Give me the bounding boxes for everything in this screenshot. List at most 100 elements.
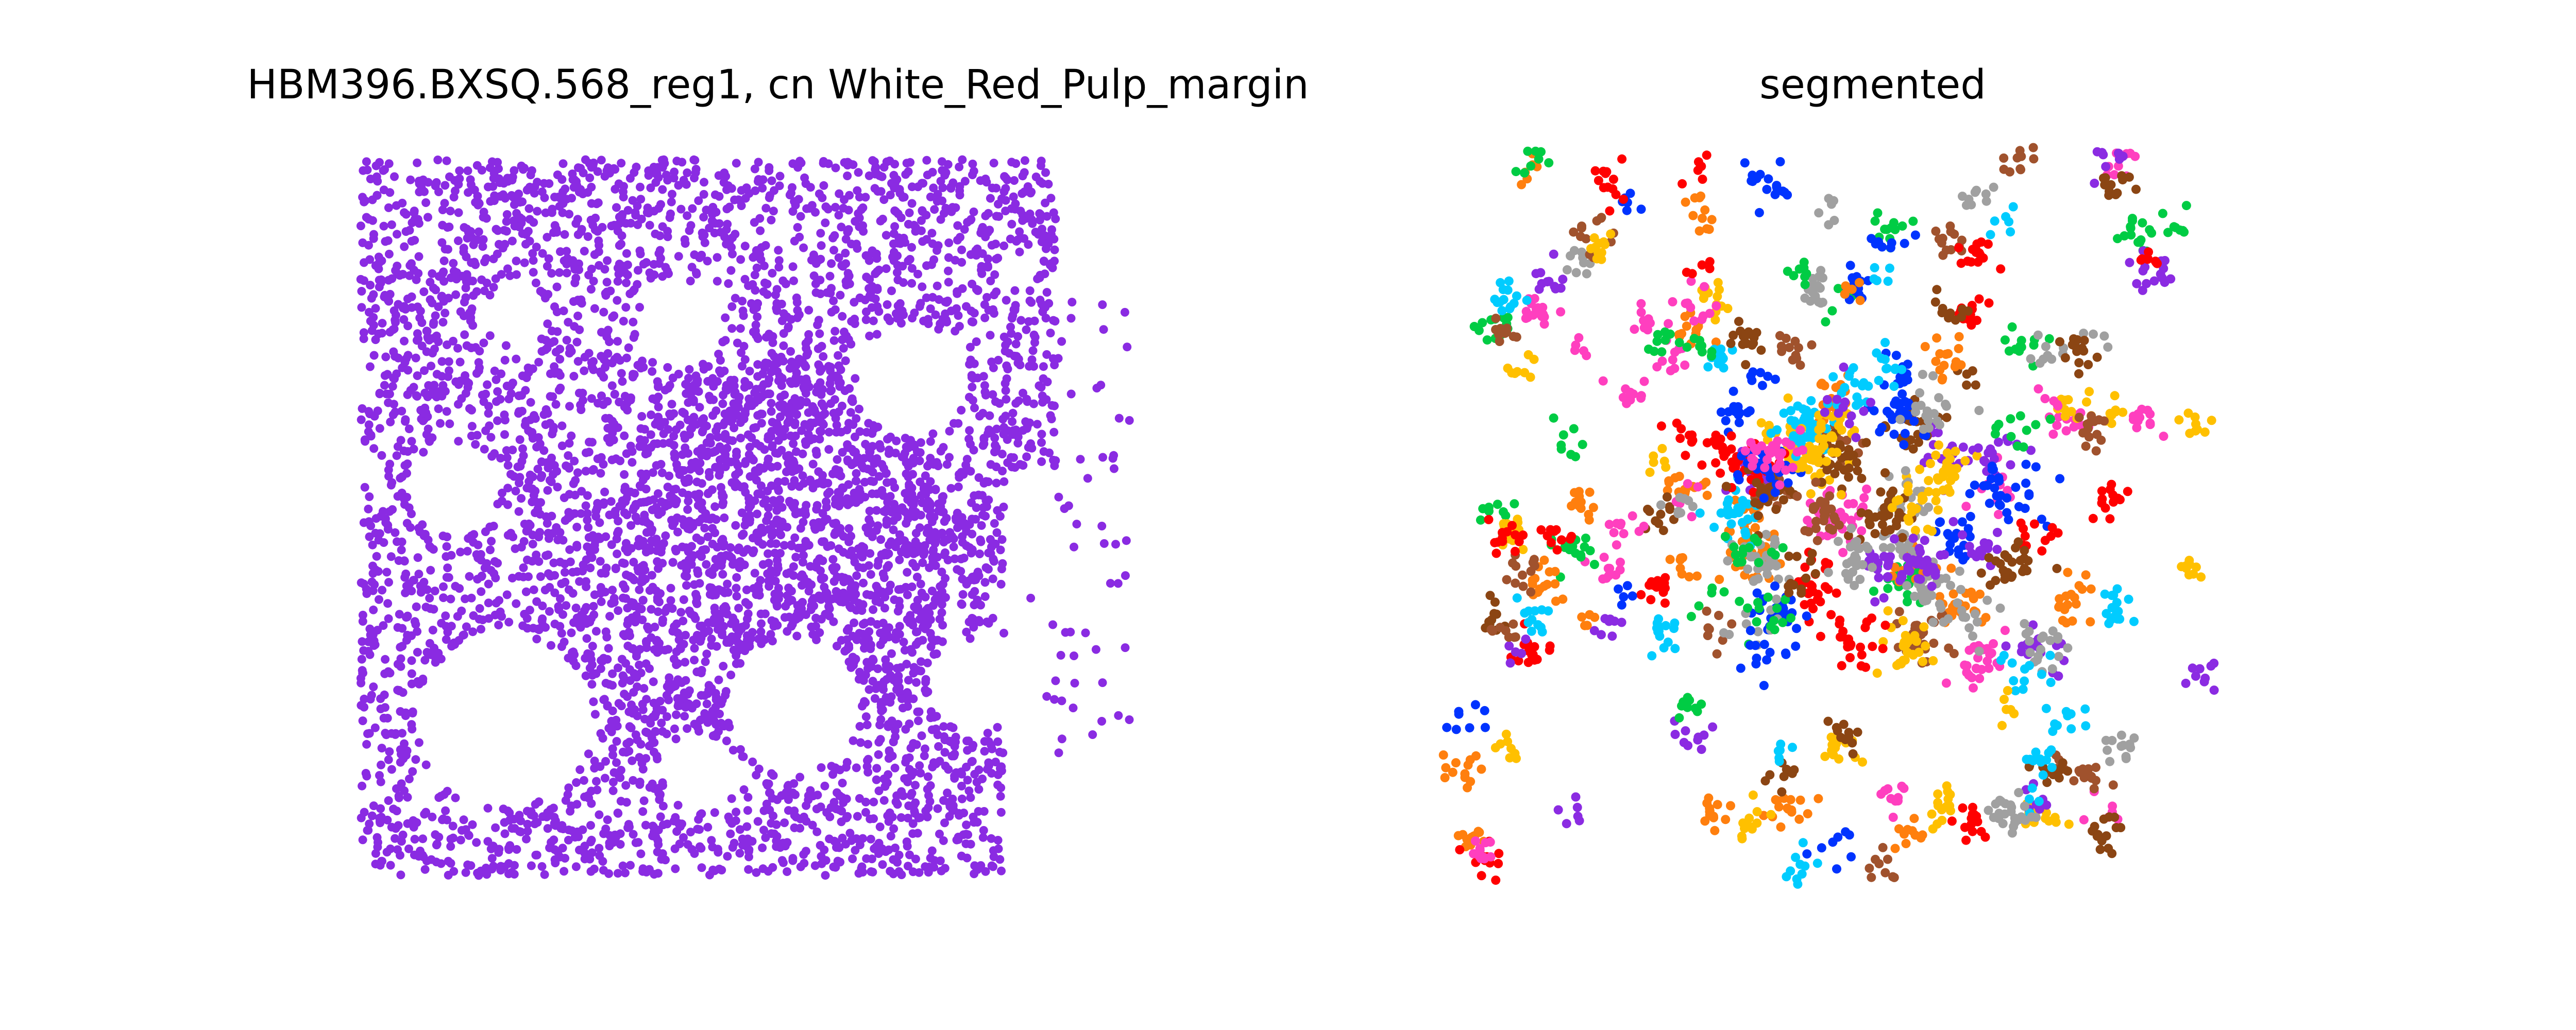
cell-point	[760, 609, 770, 619]
cell-point	[1019, 388, 1027, 398]
cell-point	[386, 480, 396, 490]
cell-point	[558, 610, 567, 619]
cell-point	[684, 490, 693, 500]
cell-point	[895, 555, 904, 564]
cell-point	[929, 255, 939, 264]
cell-point	[1064, 501, 1073, 510]
cell-point	[994, 844, 1003, 853]
cell-point	[635, 778, 645, 786]
cell-point	[1066, 314, 1076, 323]
cell-point	[658, 272, 667, 281]
cell-point	[590, 710, 600, 719]
cell-point	[879, 163, 889, 172]
cell-point	[656, 812, 665, 821]
cell-point	[636, 435, 645, 444]
cell-point	[834, 351, 843, 360]
cell-point	[630, 330, 639, 339]
cell-point	[687, 845, 697, 854]
cell-point	[842, 813, 851, 822]
cell-point	[826, 541, 836, 550]
cell-point	[879, 677, 889, 686]
cell-point	[789, 439, 798, 448]
cell-point	[1113, 579, 1123, 588]
cell-point	[805, 204, 814, 213]
cell-point	[360, 276, 368, 285]
cell-point	[913, 829, 922, 838]
cell-point	[589, 602, 598, 611]
cell-point	[615, 241, 624, 250]
cell-point	[614, 179, 623, 188]
cell-point	[519, 572, 528, 581]
cell-point	[621, 781, 631, 790]
cell-point	[694, 815, 703, 824]
cell-point	[1048, 620, 1057, 629]
cell-point	[924, 319, 933, 329]
cell-point	[1012, 237, 1021, 246]
cell-point	[523, 819, 532, 829]
cell-point	[843, 171, 852, 180]
cell-point	[749, 305, 758, 314]
cell-point	[859, 637, 868, 646]
cell-point	[390, 172, 399, 181]
cell-point	[867, 854, 876, 864]
cell-point	[543, 824, 552, 833]
cell-point	[939, 722, 948, 731]
cell-point	[550, 302, 559, 312]
cell-point	[510, 815, 519, 824]
cell-point	[779, 309, 788, 318]
cell-point	[829, 617, 838, 626]
cell-point	[799, 518, 808, 527]
cell-point	[534, 557, 544, 566]
cell-point	[626, 441, 635, 451]
cell-point	[515, 435, 524, 444]
cell-point	[917, 657, 926, 666]
cell-point	[981, 867, 990, 876]
cell-point	[751, 466, 760, 475]
cell-point	[968, 396, 977, 405]
cell-point	[501, 341, 511, 350]
cell-point	[999, 477, 1009, 486]
cell-point	[876, 640, 885, 649]
cell-point	[642, 639, 651, 647]
cell-point	[980, 300, 989, 309]
cell-point	[369, 682, 378, 692]
cell-point	[973, 818, 982, 827]
cell-point	[780, 818, 789, 828]
cell-point	[924, 525, 934, 535]
cell-point	[553, 327, 562, 336]
cell-point	[711, 732, 721, 741]
cell-point	[532, 442, 541, 452]
cell-point	[868, 677, 877, 686]
cell-point	[581, 467, 590, 476]
cell-point	[984, 263, 992, 272]
cell-point	[391, 824, 400, 833]
cell-point	[776, 523, 785, 532]
cell-point	[1011, 199, 1020, 209]
cell-point	[851, 374, 860, 383]
cell-point	[690, 174, 699, 183]
cell-point	[718, 570, 727, 579]
cell-point	[396, 870, 405, 880]
cell-point	[383, 599, 393, 608]
cell-point	[576, 185, 585, 194]
cell-point	[824, 445, 834, 454]
cell-point	[977, 262, 986, 271]
cell-point	[708, 411, 717, 420]
cell-point	[861, 671, 870, 680]
cell-point	[473, 200, 483, 210]
cell-point	[654, 506, 663, 516]
cell-point	[680, 235, 689, 244]
cell-point	[609, 164, 619, 173]
cell-point	[449, 259, 458, 268]
cell-point	[358, 781, 367, 791]
cell-point	[773, 461, 782, 471]
cell-point	[842, 425, 852, 435]
cell-point	[986, 277, 995, 285]
cell-point	[475, 363, 484, 372]
cell-point	[558, 159, 568, 168]
cell-point	[615, 260, 624, 269]
cell-point	[557, 629, 566, 638]
cell-point	[869, 656, 878, 665]
cell-point	[386, 417, 395, 426]
cell-point	[377, 275, 386, 284]
